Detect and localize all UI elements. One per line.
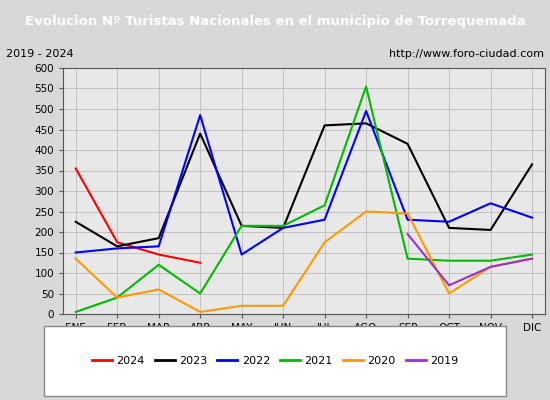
Legend: 2024, 2023, 2022, 2021, 2020, 2019: 2024, 2023, 2022, 2021, 2020, 2019 <box>87 352 463 370</box>
Text: http://www.foro-ciudad.com: http://www.foro-ciudad.com <box>389 49 544 59</box>
Text: 2019 - 2024: 2019 - 2024 <box>6 49 73 59</box>
Text: Evolucion Nº Turistas Nacionales en el municipio de Torrequemada: Evolucion Nº Turistas Nacionales en el m… <box>25 14 525 28</box>
FancyBboxPatch shape <box>44 326 506 396</box>
